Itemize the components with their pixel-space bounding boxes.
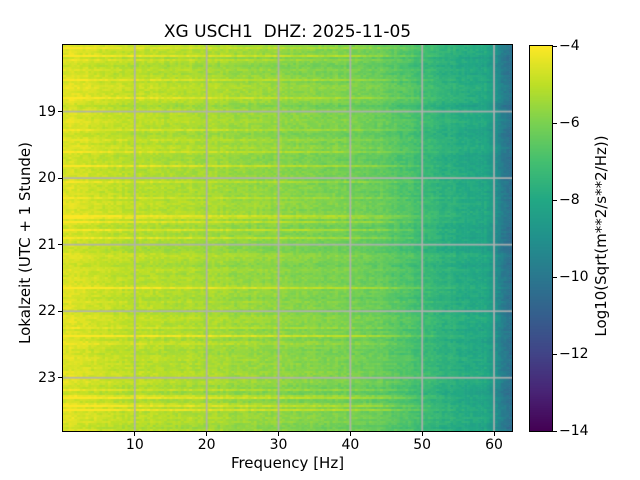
plot-area bbox=[62, 44, 513, 432]
colorbar-tick-label: −12 bbox=[559, 346, 589, 362]
colorbar bbox=[529, 45, 553, 432]
colorbar-tick-mark bbox=[553, 276, 557, 278]
y-tick-mark bbox=[58, 244, 62, 246]
y-tick-label: 20 bbox=[38, 170, 56, 187]
x-tick-mark bbox=[421, 432, 423, 436]
colorbar-gradient bbox=[530, 46, 552, 431]
x-tick-mark bbox=[134, 432, 136, 436]
spectrogram-image bbox=[63, 45, 512, 431]
x-tick-mark bbox=[206, 432, 208, 436]
x-axis-label: Frequency [Hz] bbox=[230, 454, 345, 472]
colorbar-tick-label: −14 bbox=[559, 423, 589, 439]
colorbar-tick-label: −8 bbox=[559, 192, 580, 208]
colorbar-tick-mark bbox=[553, 122, 557, 124]
colorbar-tick-label: −6 bbox=[559, 115, 580, 131]
colorbar-tick-label: −4 bbox=[559, 38, 580, 54]
colorbar-tick-mark bbox=[553, 199, 557, 201]
y-tick-mark bbox=[58, 310, 62, 312]
x-tick-label: 20 bbox=[197, 437, 216, 453]
y-tick-label: 21 bbox=[38, 236, 56, 253]
colorbar-label: Log10(Sqrt(m**2/s**2/Hz)) bbox=[591, 135, 610, 337]
x-tick-label: 40 bbox=[341, 437, 360, 453]
x-tick-label: 10 bbox=[125, 437, 144, 453]
x-tick-mark bbox=[349, 432, 351, 436]
y-tick-mark bbox=[58, 177, 62, 179]
x-tick-mark bbox=[493, 432, 495, 436]
y-tick-mark bbox=[58, 111, 62, 113]
y-tick-label: 19 bbox=[38, 103, 56, 120]
x-tick-label: 50 bbox=[413, 437, 432, 453]
x-tick-mark bbox=[278, 432, 280, 436]
colorbar-tick-mark bbox=[553, 430, 557, 432]
y-tick-mark bbox=[58, 377, 62, 379]
colorbar-tick-mark bbox=[553, 353, 557, 355]
colorbar-tick-label: −10 bbox=[559, 269, 589, 285]
chart-title: XG USCH1 DHZ: 2025-11-05 bbox=[163, 22, 412, 42]
x-tick-label: 60 bbox=[485, 437, 503, 453]
y-tick-label: 23 bbox=[38, 369, 56, 386]
y-tick-label: 22 bbox=[38, 303, 56, 320]
x-tick-label: 30 bbox=[269, 437, 288, 453]
colorbar-tick-mark bbox=[553, 45, 557, 47]
